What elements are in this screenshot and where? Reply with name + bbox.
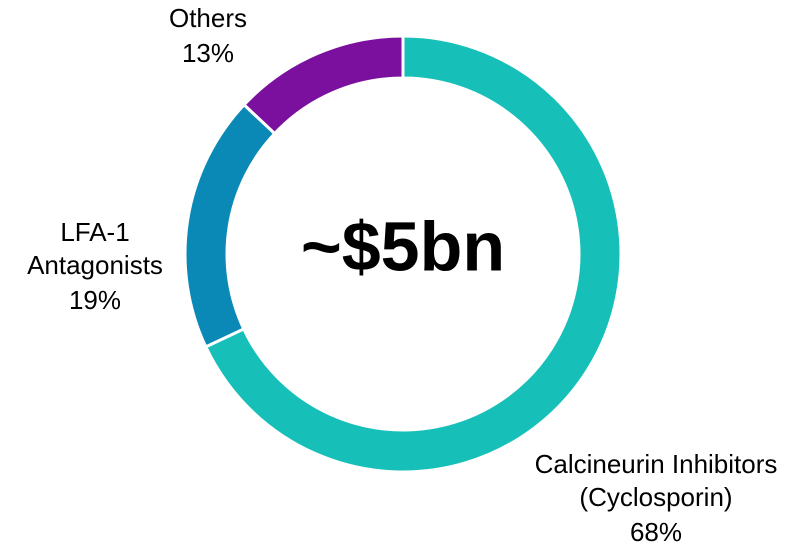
- donut-slice: [183, 102, 277, 349]
- slice-value-label: 68%: [630, 517, 682, 547]
- center-label: ~$5bn: [301, 207, 505, 285]
- slice-label: Antagonists: [27, 250, 163, 280]
- donut-slice: [241, 34, 405, 136]
- donut-slice: [203, 34, 623, 474]
- slice-value-label: 13%: [182, 38, 234, 68]
- slice-label: Calcineurin Inhibitors: [535, 449, 778, 479]
- slice-label: (Cyclosporin): [579, 482, 732, 512]
- slice-value-label: 19%: [69, 285, 121, 315]
- slice-label: LFA-1: [60, 217, 129, 247]
- slice-label: Others: [169, 3, 247, 33]
